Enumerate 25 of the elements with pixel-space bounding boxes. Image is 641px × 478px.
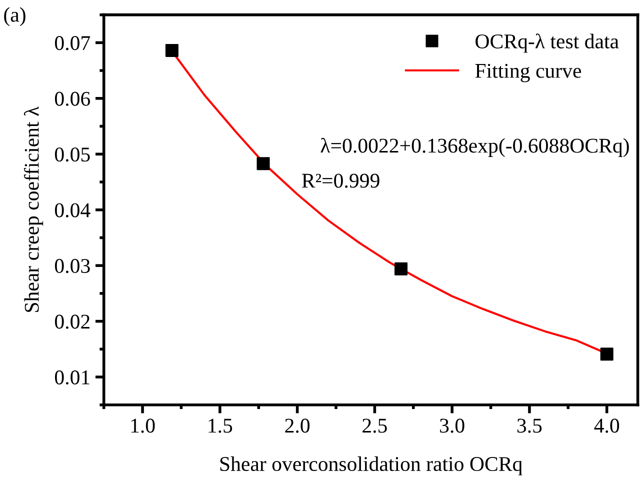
legend-label: Fitting curve bbox=[475, 64, 582, 82]
x-tick-label: 1.5 bbox=[208, 418, 232, 433]
y-axis-title: Shear creep coefficient λ bbox=[24, 106, 44, 312]
point bbox=[394, 262, 408, 276]
text: (a) bbox=[4, 7, 26, 26]
y-tick-label: 0.07 bbox=[54, 36, 90, 50]
y-tick-label: 0.05 bbox=[54, 147, 90, 162]
x-axis-title: Shear overconsolidation ratio OCRq bbox=[220, 456, 522, 476]
x-tick-label: 2.0 bbox=[285, 418, 310, 433]
point bbox=[600, 348, 614, 361]
x-tick-label: 4.0 bbox=[594, 418, 620, 433]
annotation: R²=0.999 bbox=[302, 174, 380, 188]
annotation: λ=0.0022+0.1368exp(-0.6088OCRq) bbox=[320, 138, 629, 157]
x-tick-label: 1.0 bbox=[131, 418, 155, 433]
x-tick-label: 3.5 bbox=[517, 418, 542, 433]
legend-label: OCRq-λ test data bbox=[476, 34, 619, 53]
x-tick-label: 2.5 bbox=[362, 418, 387, 433]
x-tick-label: 3.0 bbox=[440, 418, 464, 433]
y-tick-label: 0.04 bbox=[54, 203, 90, 218]
point bbox=[256, 157, 270, 170]
y-tick-label: 0.03 bbox=[54, 258, 90, 274]
y-tick-label: 0.01 bbox=[54, 370, 90, 385]
y-tick-label: 0.02 bbox=[54, 314, 90, 329]
y-tick-label: 0.06 bbox=[54, 92, 90, 106]
point bbox=[165, 44, 178, 57]
